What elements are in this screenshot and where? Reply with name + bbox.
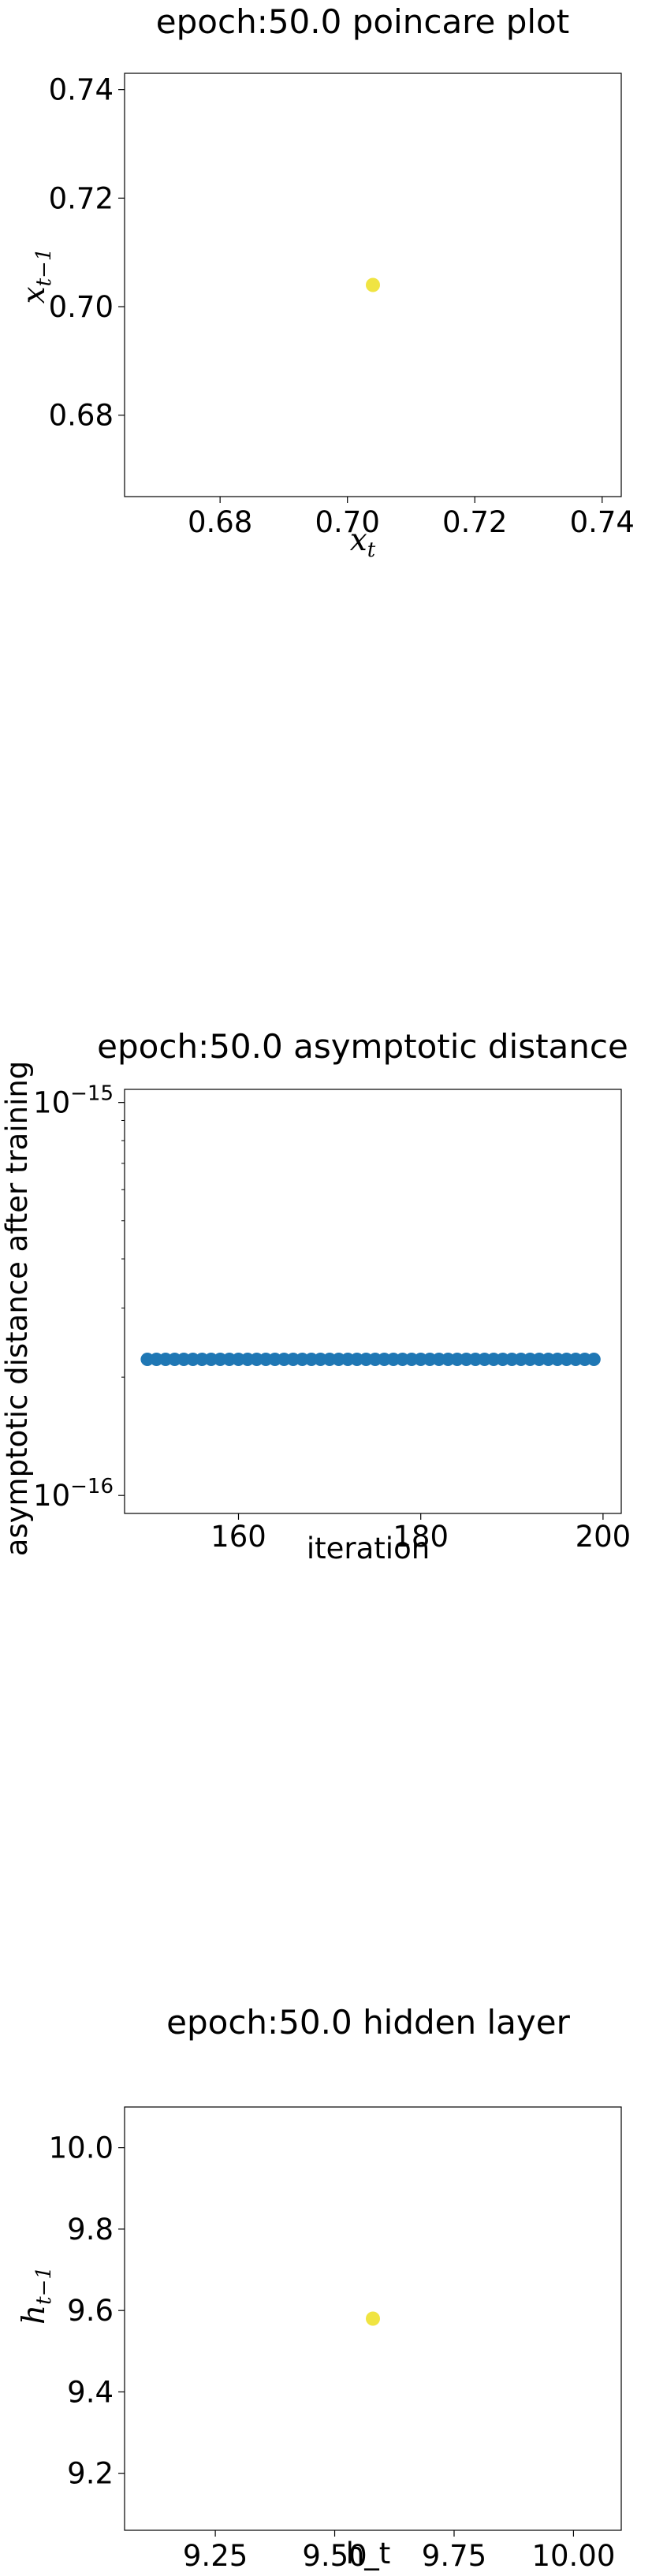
y-axis-label: ht−1 [17,2266,56,2325]
x-tick-label: 200 [576,1520,632,1554]
y-tick-label: 10.0 [49,2131,114,2165]
chart-title: epoch:50.0 asymptotic distance [97,1027,628,1066]
x-tick-label: 160 [211,1520,266,1554]
x-tick-label: 0.68 [188,505,252,539]
asymptotic-distance-chart: epoch:50.0 asymptotic distance 160 180 200… [0,1027,632,1565]
x-tick-label: 10.00 [531,2539,615,2573]
x-axis-label: xt [350,523,376,562]
x-tick-label: 0.72 [442,505,507,539]
y-tick-label: 0.74 [49,73,114,107]
data-point [587,1353,601,1367]
y-tick-label: 9.8 [67,2213,114,2247]
y-tick-label: 10−15 [33,1082,114,1120]
plot-frame [124,73,622,497]
x-tick-label: 9.25 [183,2539,248,2573]
x-tick-label: 0.70 [315,505,379,539]
poincare-plot-panel: epoch:50.0 poincare plot 0.68 0.70 0.72 0.7… [0,0,652,568]
x-tick-label: 9.75 [422,2539,486,2573]
x-tick-label: 0.74 [570,505,635,539]
y-axis-label: asymptotic distance after training [0,1061,34,1557]
y-tick-label: 0.72 [49,181,114,215]
y-tick-label: 9.6 [67,2294,114,2328]
x-tick-label: 180 [393,1520,449,1554]
y-tick-label: 9.4 [67,2375,114,2409]
data-point [366,2311,380,2326]
asymptotic-distance-panel: epoch:50.0 asymptotic distance 160 180 200… [0,1025,652,1592]
y-tick-label: 10−16 [33,1475,114,1513]
chart-title: epoch:50.0 poincare plot [156,2,569,41]
plot-frame [124,2106,622,2531]
y-axis-label: xt−1 [17,248,56,304]
chart-title: epoch:50.0 hidden layer [166,2003,570,2042]
y-tick-label: 9.2 [67,2457,114,2491]
x-axis-label: iteration [307,1532,430,1565]
data-point [366,277,380,292]
y-tick-label: 0.68 [49,399,114,433]
plot-frame [124,1089,622,1514]
poincare-plot-chart: epoch:50.0 poincare plot 0.68 0.70 0.72 0.7… [17,2,635,562]
y-tick-label: 0.70 [49,290,114,324]
hidden-layer-panel: epoch:50.0 hidden layer 9.25 9.50 9.75 10.0… [0,2002,652,2576]
hidden-layer-chart: epoch:50.0 hidden layer 9.25 9.50 9.75 10.0… [17,2003,622,2573]
x-axis-label: h_t [346,2537,390,2570]
x-tick-label: 9.50 [302,2539,367,2573]
